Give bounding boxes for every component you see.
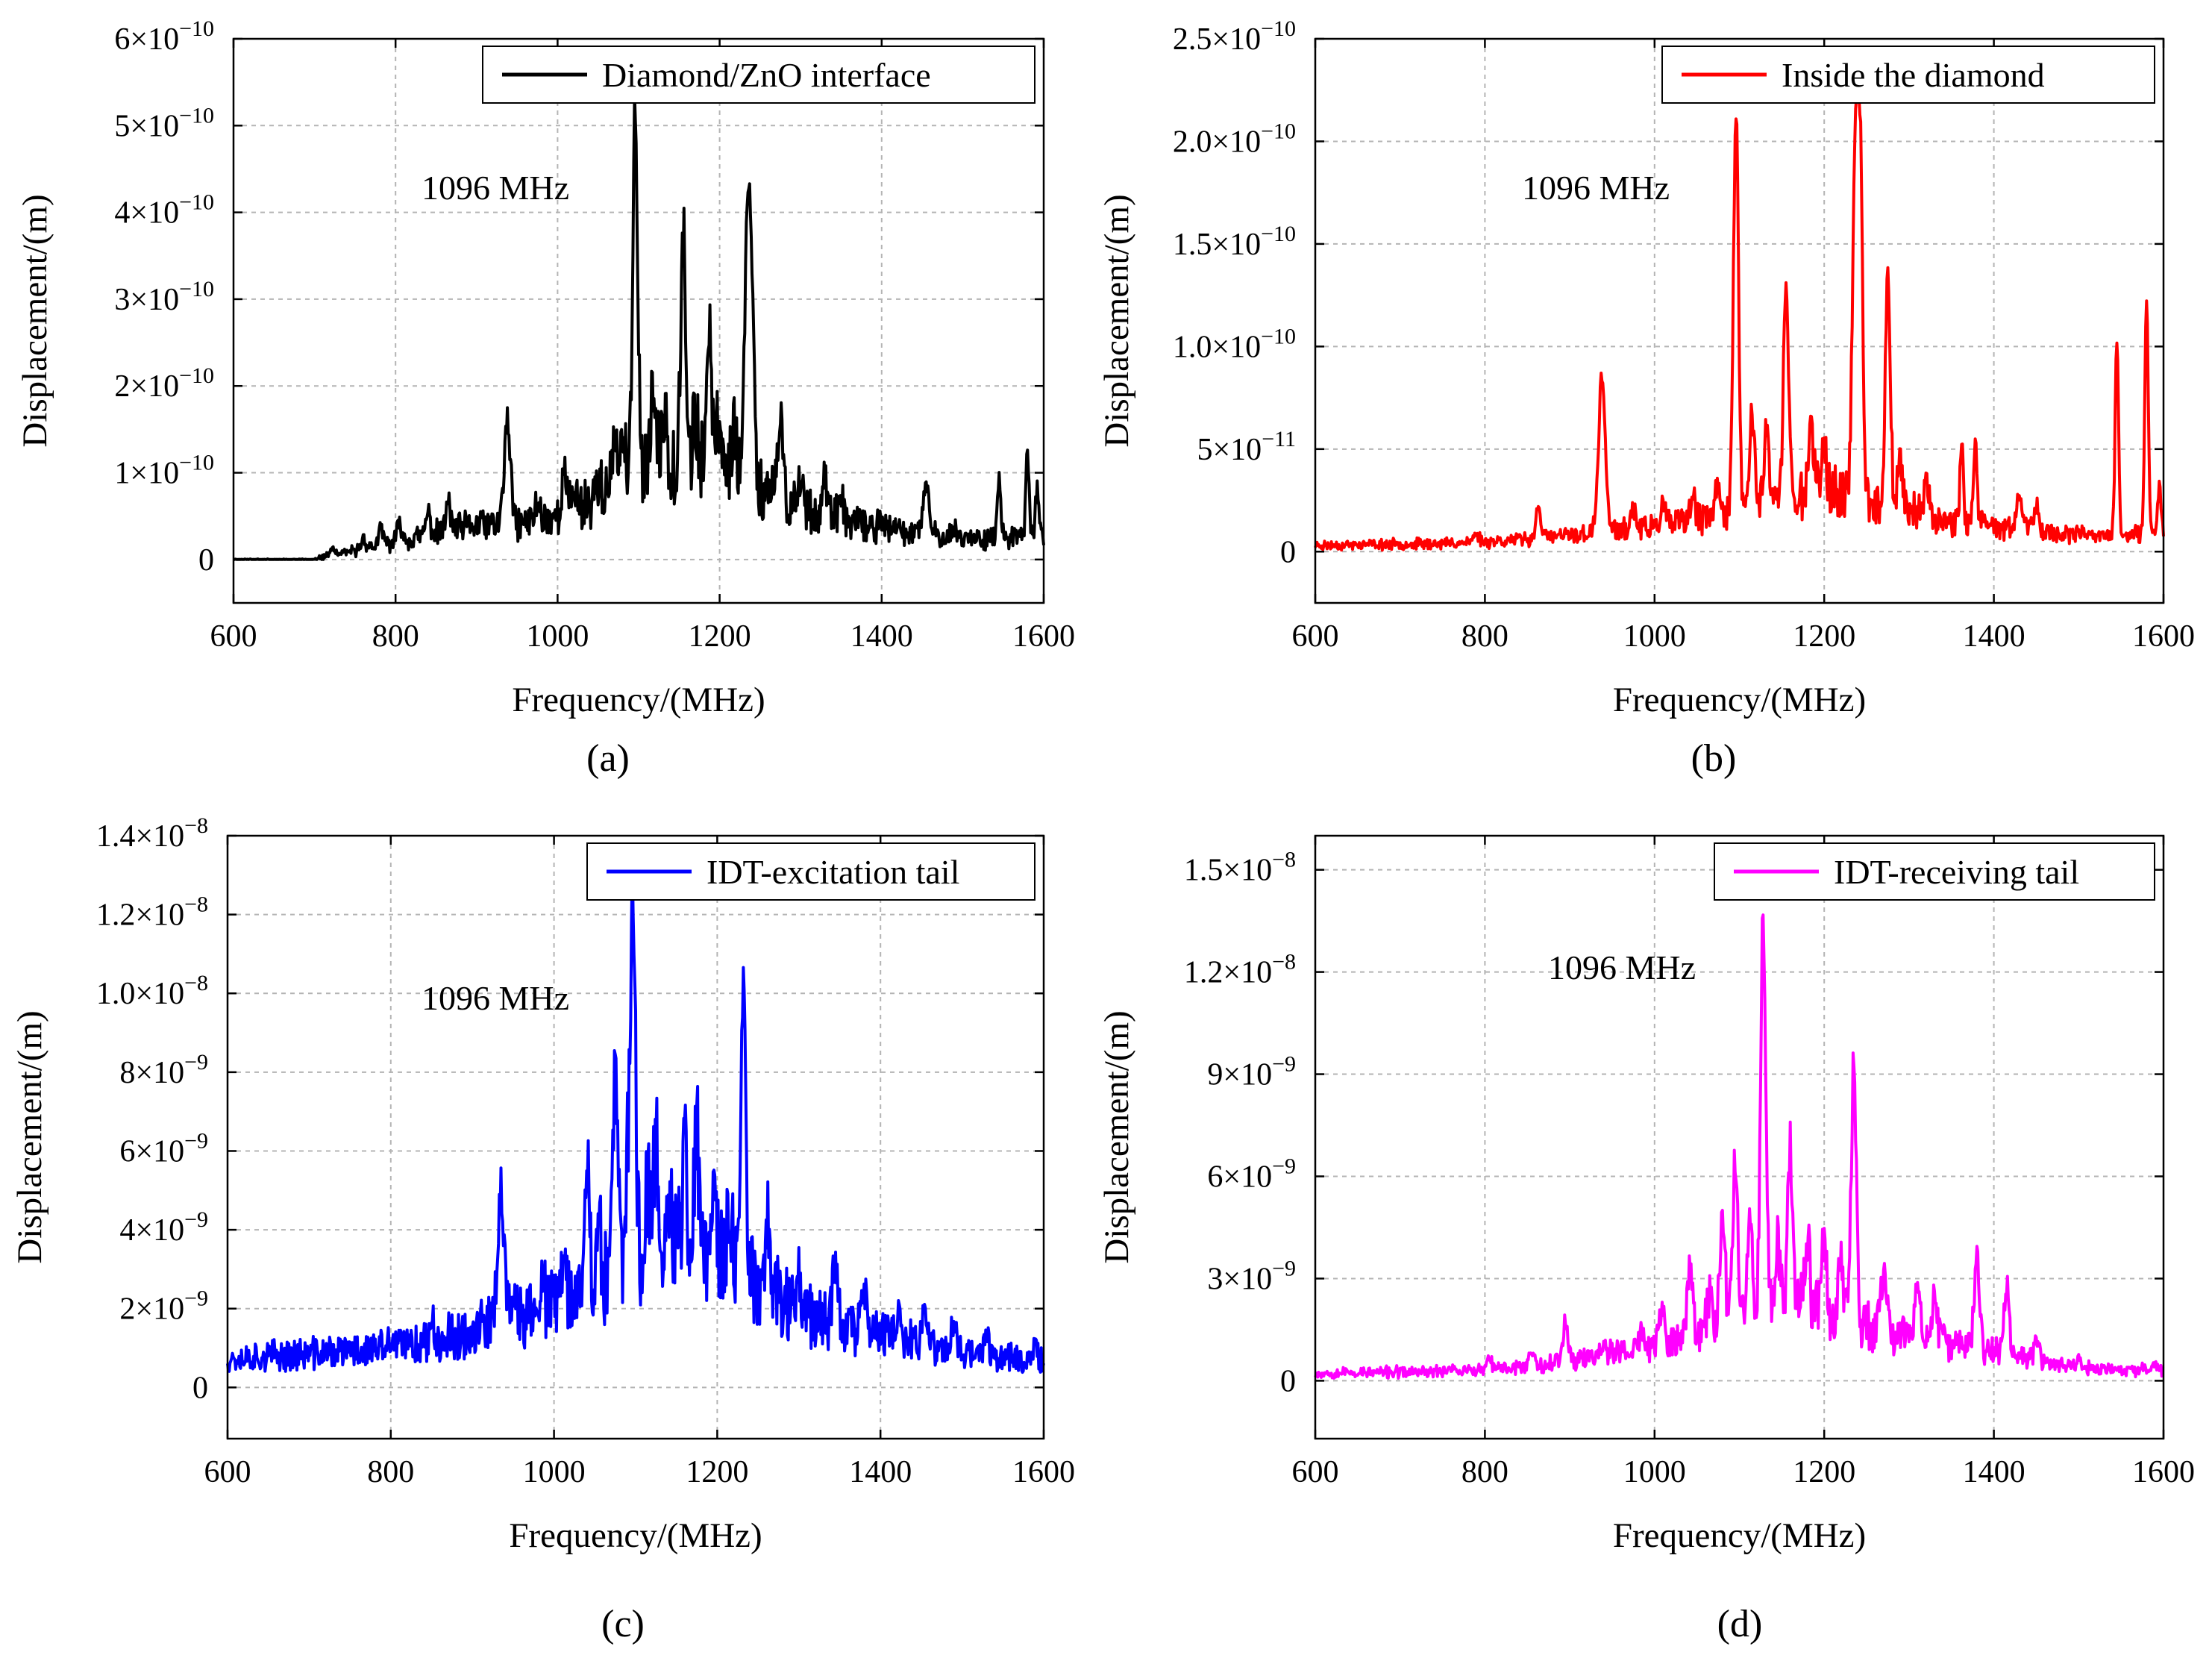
y-tick-label: 5×10−11 [1197,427,1297,467]
x-tick-label: 1000 [1623,619,1686,654]
legend-label: IDT-receiving tail [1834,853,2079,891]
x-tick-label: 800 [1461,1455,1508,1489]
y-tick-label: 9×10−9 [1207,1052,1296,1092]
x-tick-label: 1600 [1012,619,1075,654]
plot-frame [1314,834,2165,1440]
x-tick-label: 1600 [1012,1455,1075,1489]
x-tick-label: 1400 [849,1455,912,1489]
y-tick-label: 1.4×10−8 [96,813,208,854]
x-tick-label: 1200 [1793,1455,1855,1489]
x-tick-label: 1600 [2132,619,2195,654]
y-tick-label: 0 [1280,1364,1296,1398]
x-tick-label: 1200 [1793,619,1855,654]
peak-annotation: 1096 MHz [1548,948,1696,986]
series-line [1314,81,2165,552]
panel-label: (a) [586,737,630,780]
chart-panel-d: 600 800 1000 1200 1400 1600 0 3×10−9 6×10−9 9×10−… [1097,834,2195,1645]
legend-label: Diamond/ZnO interface [602,56,931,94]
y-tick-label: 6×10−10 [114,16,214,57]
peak-annotation: 1096 MHz [422,169,569,207]
x-tick-label: 600 [1292,1455,1339,1489]
legend: IDT-excitation tail [586,842,1035,901]
series-line [226,861,1045,1374]
y-tick-label: 5×10−10 [114,103,214,143]
y-tick-label: 6×10−9 [119,1128,208,1169]
y-tick-label: 3×10−9 [1207,1256,1296,1296]
y-tick-label: 2×10−10 [114,363,214,404]
y-tick-label: 8×10−9 [119,1050,208,1090]
x-axis-title: Frequency/(MHz) [1613,1516,1866,1555]
legend-label: IDT-excitation tail [706,853,959,891]
y-tick-label: 1×10−10 [114,451,214,491]
y-tick-label: 4×10−9 [119,1207,208,1248]
y-axis-title: Displacement/(m) [1097,1010,1136,1263]
legend: IDT-receiving tail [1714,842,2155,901]
y-tick-label: 0 [192,1371,208,1405]
y-tick-label: 1.5×10−10 [1173,222,1296,262]
legend-box [482,46,1035,104]
peak-annotation: 1096 MHz [1522,169,1670,207]
y-tick-label: 3×10−10 [114,277,214,317]
y-tick-label: 2×10−9 [119,1286,208,1327]
y-tick-label: 0 [1280,535,1296,569]
x-tick-label: 1200 [689,619,751,654]
y-axis-title: Displacement/(m) [16,194,54,447]
plot-frame [226,834,1045,1440]
x-axis-title: Frequency/(MHz) [1613,681,1866,719]
y-tick-label: 2.0×10−10 [1173,119,1296,159]
y-tick-label: 1.2×10−8 [1184,950,1296,990]
chart-panel-b: 600 800 1000 1200 1400 1600 0 5×10−11 1.0×10−10 1… [1097,16,2195,780]
peak-annotation: 1096 MHz [422,979,569,1017]
x-tick-label: 600 [1292,619,1339,654]
series-line [233,93,1045,561]
x-tick-label: 1200 [686,1455,748,1489]
x-tick-label: 600 [204,1455,251,1489]
y-tick-label: 1.0×10−10 [1173,324,1296,364]
y-axis-title: Displacement/(m) [10,1010,49,1263]
y-tick-label: 1.2×10−8 [96,892,208,933]
x-tick-label: 1000 [523,1455,586,1489]
legend: Diamond/ZnO interface [482,46,1035,104]
y-tick-label: 6×10−9 [1207,1154,1296,1194]
x-tick-label: 1000 [526,619,589,654]
x-tick-label: 600 [210,619,257,654]
plot-frame [1314,37,2165,604]
chart-panel-c: 600 800 1000 1200 1400 1600 0 2×10−9 4×10−9 6×10−… [10,813,1075,1645]
chart-panel-a: 600 800 1000 1200 1400 1600 0 1×10−10 2×10−10 3×1… [16,16,1075,780]
x-tick-label: 800 [372,619,419,654]
x-tick-label: 800 [1461,619,1508,654]
y-tick-label: 1.5×10−8 [1184,848,1296,888]
y-tick-label: 0 [198,543,214,578]
panel-label: (b) [1691,737,1737,780]
panel-label: (d) [1717,1603,1763,1645]
y-tick-label: 4×10−10 [114,190,214,231]
series-line [1314,913,2165,1380]
legend: Inside the diamond [1661,46,2155,104]
x-axis-title: Frequency/(MHz) [509,1516,762,1555]
y-axis-title: Displacement/(m) [1097,194,1136,447]
x-tick-label: 800 [367,1455,414,1489]
panel-label: (c) [601,1603,645,1645]
y-tick-label: 2.5×10−10 [1173,16,1296,57]
y-tick-label: 1.0×10−8 [96,971,208,1011]
x-tick-label: 1400 [1963,619,2025,654]
x-tick-label: 1400 [850,619,913,654]
x-tick-label: 1000 [1623,1455,1686,1489]
x-tick-label: 1400 [1963,1455,2025,1489]
plot-frame [232,37,1045,604]
legend-label: Inside the diamond [1782,56,2045,94]
x-axis-title: Frequency/(MHz) [512,681,765,719]
x-tick-label: 1600 [2132,1455,2195,1489]
